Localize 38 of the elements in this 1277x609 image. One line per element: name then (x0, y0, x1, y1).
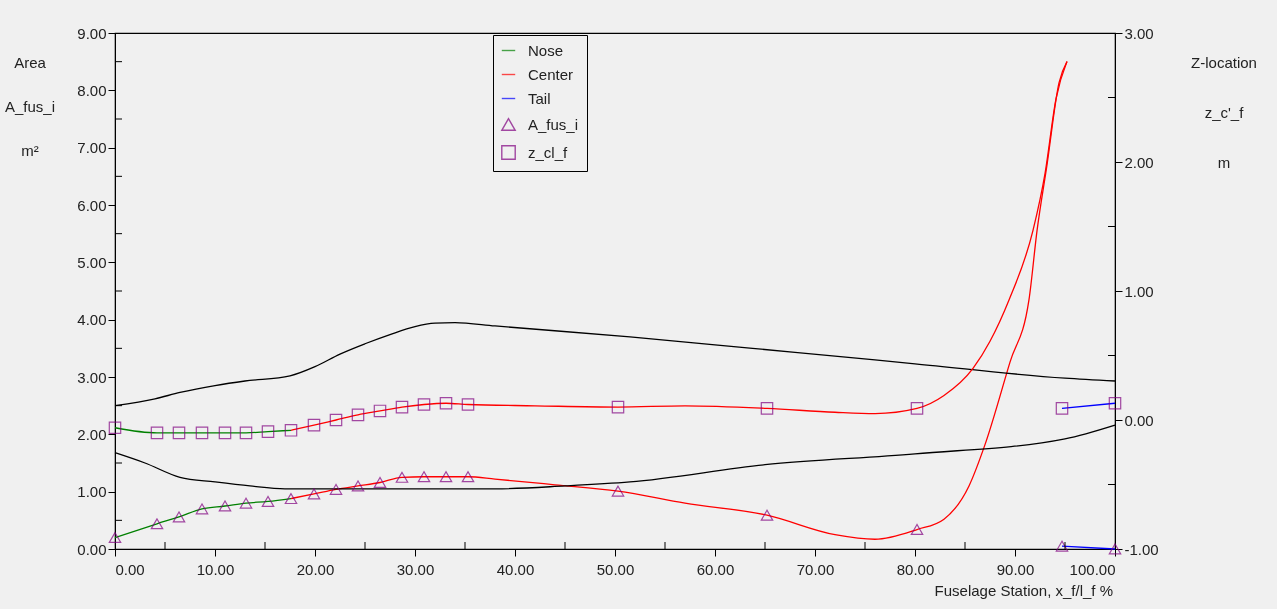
y2-tick-label: 2.00 (1124, 153, 1154, 171)
legend-label: Tail (528, 89, 551, 107)
text: m (1217, 154, 1231, 171)
y2-tick-label: 1.00 (1124, 282, 1154, 300)
text: z_c'_f (1204, 104, 1244, 121)
legend-label: A_fus_i (528, 115, 579, 133)
y-tick-label: 6.00 (77, 196, 107, 214)
x-tick-label: 80.00 (896, 560, 935, 578)
x-tick-label: 30.00 (396, 560, 435, 578)
x-tick-label: 100.00 (1069, 560, 1116, 578)
y-tick-label: 4.00 (77, 311, 107, 329)
y-tick-label: 0.00 (77, 540, 107, 558)
x-tick-label: 90.00 (996, 560, 1035, 578)
x-tick-label: 70.00 (796, 560, 835, 578)
text: m² (21, 142, 39, 159)
text: A_fus_i (4, 98, 56, 115)
legend-label: Nose (528, 41, 564, 59)
y-tick-label: 1.00 (77, 483, 107, 501)
x-tick-label: 40.00 (496, 560, 535, 578)
x-axis-title: Fuselage Station, x_f/l_f % (934, 582, 1114, 599)
y2-tick-label: 3.00 (1124, 24, 1154, 42)
y2-tick-label: 0.00 (1124, 411, 1154, 429)
x-tick-label: 20.00 (296, 560, 335, 578)
x-tick-label: 10.00 (196, 560, 235, 578)
y-tick-label: 2.00 (77, 425, 107, 443)
x-tick-label: 50.00 (596, 560, 635, 578)
y-tick-label: 7.00 (77, 139, 107, 157)
legend-label: z_cl_f (528, 143, 569, 161)
y-tick-label: 8.00 (77, 81, 107, 99)
y-tick-label: 3.00 (77, 368, 107, 386)
text: Z-location (1191, 54, 1257, 71)
x-tick-label: 60.00 (696, 560, 735, 578)
legend-label: Center (528, 65, 574, 83)
y-tick-label: 5.00 (77, 253, 107, 271)
y-tick-label: 9.00 (77, 24, 107, 42)
x-tick-label: 0.00 (115, 560, 145, 578)
text: Area (14, 54, 46, 71)
y2-tick-label: -1.00 (1124, 540, 1159, 558)
